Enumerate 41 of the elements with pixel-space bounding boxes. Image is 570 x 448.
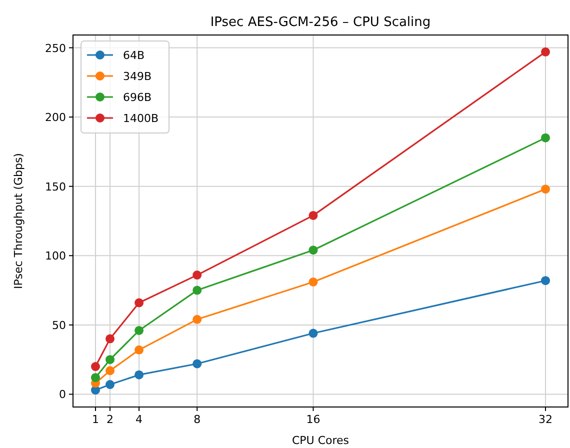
y-tick-label: 150	[45, 180, 66, 194]
legend-label: 64B	[123, 49, 145, 62]
point	[106, 380, 115, 390]
point	[192, 270, 202, 280]
legend-label: 696B	[123, 91, 152, 104]
point	[308, 277, 318, 286]
chart-title: IPsec AES-GCM-256 – CPU Scaling	[210, 15, 431, 30]
point	[541, 184, 550, 194]
y-tick-label: 200	[45, 111, 66, 124]
point	[541, 276, 550, 286]
point	[134, 298, 144, 308]
point	[308, 246, 318, 255]
point	[192, 359, 202, 368]
point	[308, 328, 318, 338]
y-tick-label: 50	[52, 318, 66, 332]
legend-label: 349B	[123, 70, 152, 83]
y-tick-label: 0	[59, 388, 66, 402]
x-tick-label: 8	[194, 413, 201, 426]
point	[308, 210, 318, 220]
y-axis-title: IPsec Throughput (Gbps)	[12, 153, 25, 289]
x-axis-title: CPU Cores	[292, 434, 350, 447]
y-tick-label: 250	[45, 42, 66, 55]
point	[91, 362, 100, 372]
x-tick-label: 4	[136, 413, 143, 426]
point	[134, 370, 144, 380]
point	[106, 334, 115, 344]
point	[134, 326, 144, 335]
legend-label: 1400B	[123, 112, 159, 125]
x-tick-label: 32	[538, 413, 552, 426]
x-tick-label: 1	[92, 413, 99, 426]
point	[192, 314, 202, 324]
point	[192, 286, 202, 295]
x-tick-label: 16	[306, 413, 320, 426]
point	[134, 345, 144, 354]
x-tick-label: 2	[106, 413, 114, 426]
point	[541, 47, 550, 56]
point	[106, 366, 115, 376]
point	[91, 373, 100, 382]
point	[541, 133, 550, 142]
y-tick-label: 100	[45, 250, 66, 263]
point	[106, 355, 115, 364]
